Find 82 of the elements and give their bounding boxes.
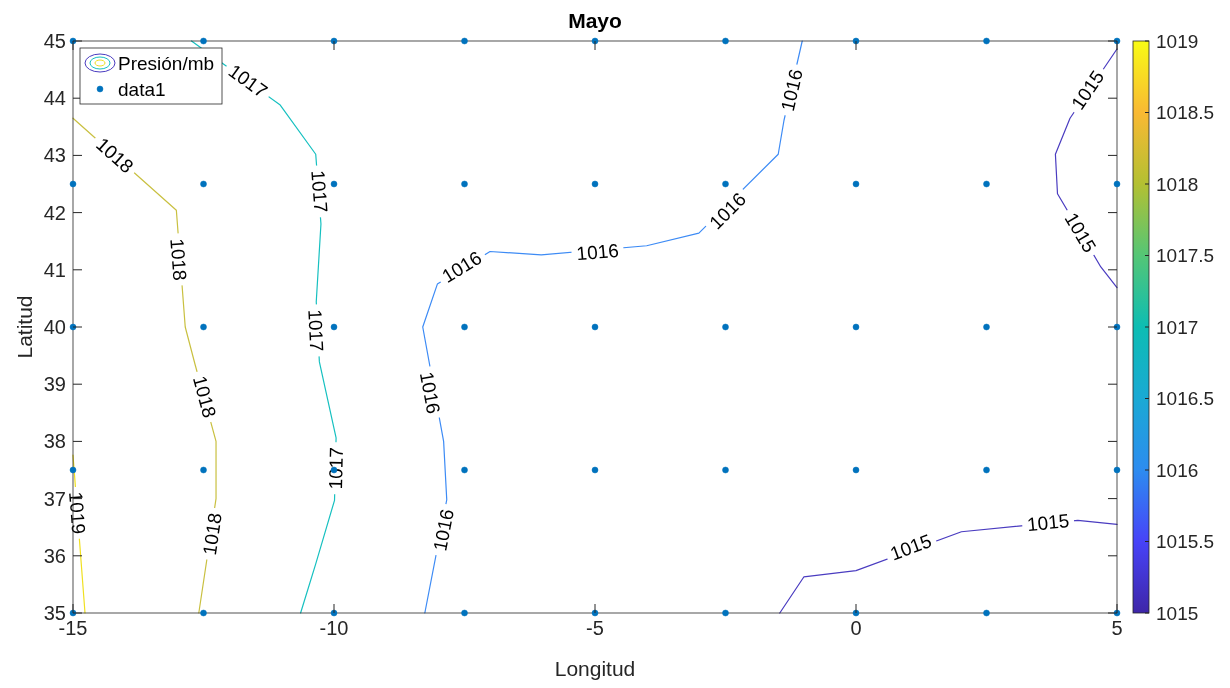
annotation: 1017 [307,169,332,214]
annotation: 1016 [575,239,620,265]
y-tick-label: 36 [43,544,66,567]
y-tick-label: 43 [43,144,66,167]
annotation: 1017 [304,308,328,353]
point [983,37,990,45]
point [722,609,729,617]
color-bar-label: 1018 [1156,173,1199,195]
point [69,466,77,474]
y-tick-label: 38 [43,430,66,453]
point [330,323,338,331]
color-bar-label: 1017 [1156,316,1199,338]
x-tick-label: -5 [586,617,604,639]
point [461,323,468,331]
point [722,466,729,474]
annotation: 1018 [166,237,191,282]
point [722,323,729,331]
annotation: 1015 [887,530,935,565]
point [852,466,860,474]
annotation: 1016 [429,507,458,553]
y-axis-title: Latitud [13,295,36,359]
point [200,466,207,474]
point [983,609,990,617]
y-tick-label: 40 [43,316,66,338]
annotation: 1015 [1026,510,1071,536]
annotation: 1018 [188,373,221,420]
point [983,323,990,331]
point [722,180,729,188]
point [852,37,860,45]
point [591,466,599,474]
color-bar-label: 1016.5 [1156,388,1215,409]
annotation: 1016 [776,67,807,114]
x-tick-label: -10 [319,617,349,639]
y-tick-label: 45 [43,30,66,52]
point [461,180,468,188]
y-tick-label: 41 [43,258,66,281]
point [1113,323,1121,331]
color-bar-label: 1015 [1156,602,1199,624]
point [69,180,77,188]
point [1113,180,1121,188]
point [200,180,207,188]
x-tick-label: 5 [1111,617,1123,639]
point [591,323,599,331]
point [330,37,338,45]
point [591,609,599,617]
annotation: 1016 [438,246,486,287]
point [983,180,990,188]
point [852,609,860,617]
color-bar-label: 1015.5 [1156,531,1215,552]
color-bar-label: 1017.5 [1156,245,1215,266]
point [330,180,338,188]
point [591,180,599,188]
point [200,323,207,331]
point [330,609,338,617]
annotation: 1018 [198,511,226,557]
point [852,180,860,188]
color-bar-label: 1019 [1156,30,1199,52]
x-axis-title: Longitud [554,657,636,680]
point [1113,466,1121,474]
legend-label: Presión/mb [118,52,215,74]
x-tick-label: 0 [850,617,862,639]
point [852,323,860,331]
point [461,466,468,474]
point [722,37,729,45]
chart-title: Mayo [568,9,622,32]
y-tick-label: 42 [43,201,66,224]
point [983,466,990,474]
y-tick-label: 39 [43,373,66,396]
y-tick-label: 37 [43,487,66,510]
y-tick-label: 44 [43,87,66,110]
point [200,609,207,617]
legend-label: data1 [118,78,166,100]
annotation: 1019 [65,491,90,535]
annotation: 1016 [415,370,445,416]
point [69,323,77,331]
color-bar-label: 1018.5 [1156,102,1215,123]
point [591,37,599,45]
point [200,37,207,45]
point [461,609,468,617]
annotation: 1017 [224,60,272,102]
point [461,37,468,45]
color-bar-label: 1016 [1156,459,1199,481]
